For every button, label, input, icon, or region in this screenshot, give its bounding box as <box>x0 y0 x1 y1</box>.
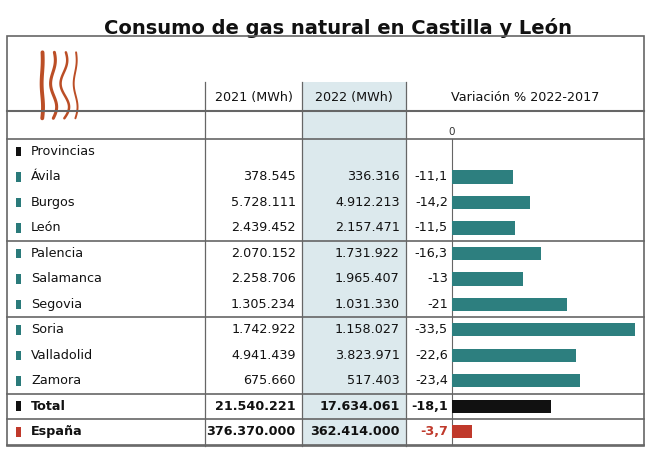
Text: 1.031.330: 1.031.330 <box>335 298 400 311</box>
Text: 4.941.439: 4.941.439 <box>231 349 296 362</box>
Text: -14,2: -14,2 <box>415 196 448 209</box>
Bar <box>302 82 406 446</box>
Bar <box>452 349 575 362</box>
Text: 0: 0 <box>448 127 455 137</box>
Text: España: España <box>31 425 83 438</box>
Text: Ávila: Ávila <box>31 171 62 183</box>
Text: 675.660: 675.660 <box>243 374 296 387</box>
Text: Segovia: Segovia <box>31 298 83 311</box>
Text: 21.540.221: 21.540.221 <box>215 400 296 413</box>
Bar <box>16 401 21 411</box>
Text: 362.414.000: 362.414.000 <box>310 425 400 438</box>
Text: -21: -21 <box>427 298 448 311</box>
Bar <box>16 299 21 309</box>
Bar <box>452 196 530 209</box>
Text: 17.634.061: 17.634.061 <box>319 400 400 413</box>
Bar <box>16 197 21 207</box>
Bar <box>452 272 523 286</box>
Text: 378.545: 378.545 <box>243 171 296 183</box>
Bar <box>16 427 21 437</box>
Bar <box>16 350 21 360</box>
Text: -11,1: -11,1 <box>415 171 448 183</box>
Text: 3.823.971: 3.823.971 <box>335 349 400 362</box>
Text: -3,7: -3,7 <box>420 425 448 438</box>
Text: -18,1: -18,1 <box>411 400 448 413</box>
Text: Soria: Soria <box>31 324 64 336</box>
Bar <box>16 248 21 258</box>
Text: Burgos: Burgos <box>31 196 76 209</box>
Bar <box>452 323 635 337</box>
Text: Valladolid: Valladolid <box>31 349 94 362</box>
Text: -11,5: -11,5 <box>415 222 448 234</box>
Text: 2.157.471: 2.157.471 <box>335 222 400 234</box>
Bar <box>452 170 513 184</box>
Text: 2022 (MWh): 2022 (MWh) <box>315 91 393 104</box>
Text: -33,5: -33,5 <box>415 324 448 336</box>
Bar <box>16 172 21 182</box>
Text: 1.965.407: 1.965.407 <box>335 273 400 285</box>
Text: Zamora: Zamora <box>31 374 81 387</box>
Text: Consumo de gas natural en Castilla y León: Consumo de gas natural en Castilla y Leó… <box>104 18 572 38</box>
Text: 1.731.922: 1.731.922 <box>335 247 400 260</box>
Text: 517.403: 517.403 <box>347 374 400 387</box>
Bar <box>16 147 21 157</box>
Bar <box>452 221 515 235</box>
Text: Salamanca: Salamanca <box>31 273 102 285</box>
Text: 2.439.452: 2.439.452 <box>231 222 296 234</box>
Bar <box>16 376 21 386</box>
Bar <box>452 247 541 260</box>
Bar <box>452 399 551 413</box>
Text: Provincias: Provincias <box>31 145 96 158</box>
Bar <box>16 223 21 233</box>
Text: Variación % 2022-2017: Variación % 2022-2017 <box>450 91 599 104</box>
Text: -23,4: -23,4 <box>415 374 448 387</box>
Bar <box>452 425 472 439</box>
Bar <box>16 325 21 335</box>
Text: Total: Total <box>31 400 66 413</box>
Text: Palencia: Palencia <box>31 247 84 260</box>
Text: 2021 (MWh): 2021 (MWh) <box>214 91 292 104</box>
Bar <box>452 298 567 311</box>
Text: 2.070.152: 2.070.152 <box>231 247 296 260</box>
Text: 1.305.234: 1.305.234 <box>231 298 296 311</box>
Text: -22,6: -22,6 <box>415 349 448 362</box>
Text: León: León <box>31 222 62 234</box>
Text: 1.742.922: 1.742.922 <box>231 324 296 336</box>
Text: 5.728.111: 5.728.111 <box>231 196 296 209</box>
Text: 1.158.027: 1.158.027 <box>335 324 400 336</box>
Bar <box>16 274 21 284</box>
Bar <box>452 374 580 388</box>
Text: 4.912.213: 4.912.213 <box>335 196 400 209</box>
Text: -13: -13 <box>427 273 448 285</box>
Text: 2.258.706: 2.258.706 <box>231 273 296 285</box>
Text: -16,3: -16,3 <box>415 247 448 260</box>
Text: 336.316: 336.316 <box>347 171 400 183</box>
Text: 376.370.000: 376.370.000 <box>207 425 296 438</box>
